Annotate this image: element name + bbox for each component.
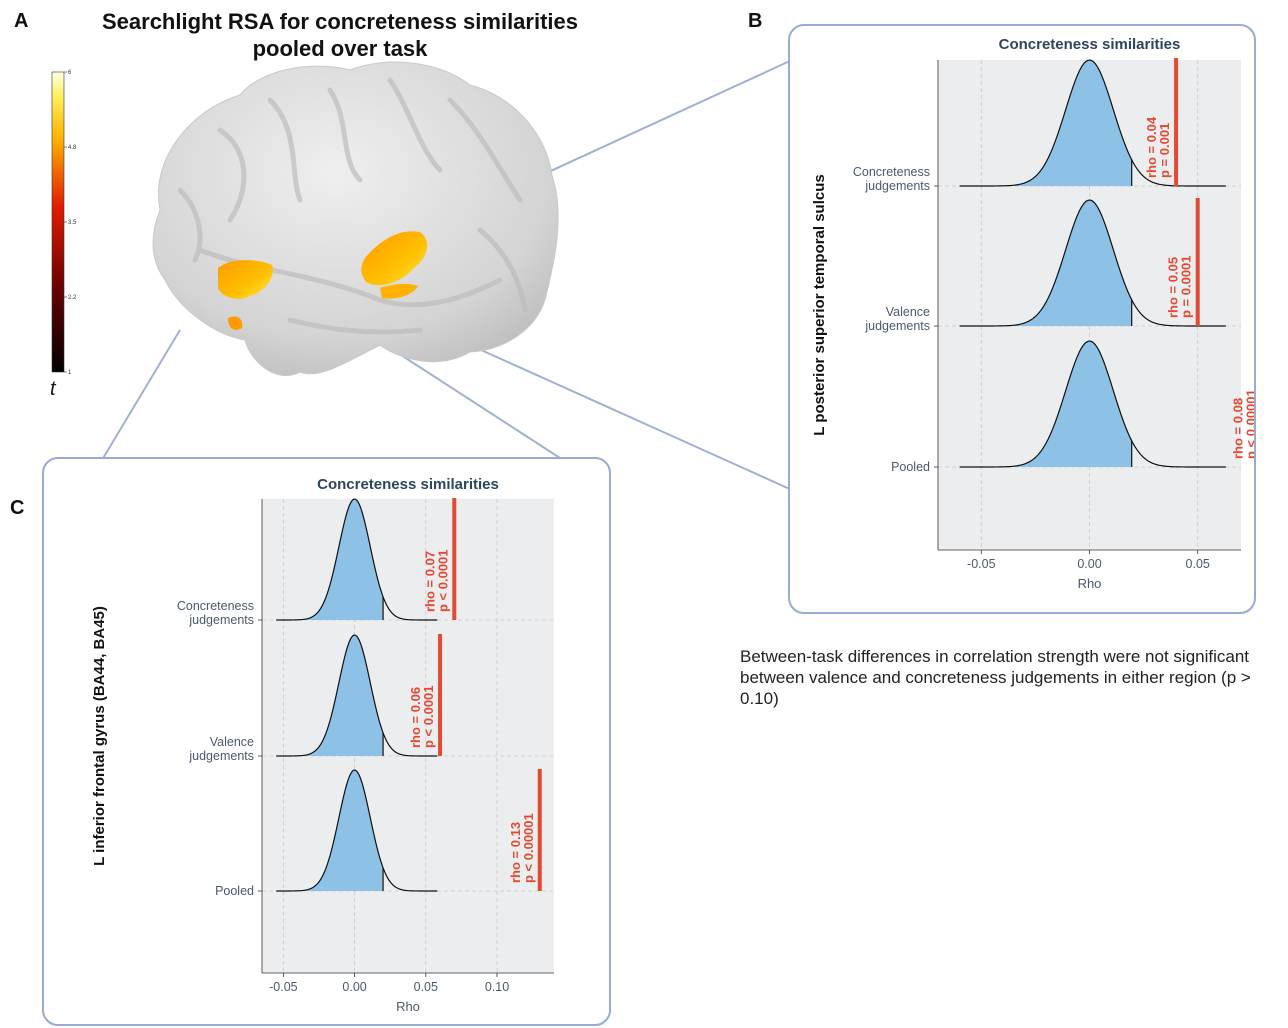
x-tick-label: -0.05 [967, 557, 996, 571]
rho-annotation-line: p < 0.0001 [421, 685, 436, 748]
y-category-label: Concreteness [853, 165, 930, 179]
colorbar-tick-label: 2.2 [68, 295, 77, 301]
y-axis-label: L posterior superior temporal sulcus [811, 174, 828, 435]
rho-annotation: rho = 0.06p < 0.0001 [408, 685, 436, 748]
rho-annotation: rho = 0.13p < 0.00001 [508, 813, 536, 883]
y-category-label: judgements [188, 749, 254, 763]
rho-annotation: rho = 0.05p = 0.0001 [1166, 255, 1194, 318]
x-tick-label: -0.05 [269, 980, 298, 994]
rho-annotation-line: rho = 0.13 [508, 822, 523, 883]
null-density-fill [276, 499, 384, 620]
colorbar-tick-label: 1 [68, 370, 72, 376]
rho-annotation-line: p < 0.00001 [1244, 389, 1254, 459]
null-density-curve [276, 498, 438, 621]
colorbar-label: t [50, 378, 56, 400]
null-density-curve [959, 199, 1226, 327]
colorbar-tick-label: 3.5 [68, 220, 77, 226]
panel-a-letter: A [14, 10, 29, 32]
chart-title: Concreteness similarities [317, 476, 499, 493]
null-density-curve [959, 340, 1226, 468]
rho-annotation-line: rho = 0.04 [1144, 116, 1159, 178]
panel-a-title: Searchlight RSA for concreteness similar… [60, 8, 620, 62]
x-axis-label: Rho [1078, 576, 1102, 591]
y-axis-label: L inferior frontal gyrus (BA44, BA45) [91, 606, 108, 866]
x-axis-label: Rho [396, 999, 420, 1014]
colorbar: 6 4.8 3.5 2.2 1 [51, 70, 77, 376]
y-category-label: Pooled [215, 884, 254, 898]
y-category-label: judgements [864, 319, 930, 333]
null-density-curve [276, 769, 438, 892]
x-tick-label: 0.00 [342, 980, 366, 994]
y-category-label: Pooled [891, 460, 930, 474]
between-task-note: Between-task differences in correlation … [740, 647, 1251, 708]
colorbar-tick-label: 4.8 [68, 145, 77, 151]
x-tick-label: 0.05 [1186, 557, 1210, 571]
panel-c-letter: C [10, 497, 25, 519]
y-category-label: judgements [864, 179, 930, 193]
rho-annotation-line: rho = 0.06 [408, 687, 423, 748]
colorbar-tick-label: 6 [68, 70, 72, 76]
plot-background [262, 499, 554, 973]
x-tick-label: 0.10 [485, 980, 509, 994]
rho-annotation-line: rho = 0.08 [1231, 398, 1246, 459]
rho-annotation-line: p < 0.00001 [521, 813, 536, 883]
rho-annotation-line: p = 0.0001 [1179, 255, 1194, 318]
panel-a-title-line1: Searchlight RSA for concreteness similar… [101, 9, 579, 34]
panel-a-title-line2: pooled over task [252, 36, 428, 61]
y-category-label: Concreteness [177, 599, 254, 613]
x-tick-label: 0.00 [1077, 557, 1101, 571]
chart-title: Concreteness similarities [999, 36, 1181, 53]
rho-annotation: rho = 0.04p = 0.001 [1144, 116, 1172, 178]
rho-annotation-line: rho = 0.07 [422, 551, 437, 612]
connector-line [449, 335, 793, 491]
colorbar-gradient [51, 71, 65, 373]
brain-surface [152, 61, 559, 377]
null-density-curve [276, 634, 438, 757]
y-category-label: judgements [188, 613, 254, 627]
rho-annotation: rho = 0.07p < 0.0001 [422, 549, 450, 612]
null-density-fill [276, 770, 384, 891]
y-category-label: Valence [210, 735, 254, 749]
rho-annotation: rho = 0.08p < 0.00001 [1231, 389, 1254, 459]
null-density-fill [276, 635, 384, 756]
null-density-fill [959, 60, 1132, 187]
null-density-fill [959, 341, 1132, 467]
y-category-label: Valence [886, 305, 930, 319]
rho-annotation-line: p = 0.001 [1157, 123, 1172, 178]
null-density-curve [959, 59, 1226, 187]
null-density-fill [959, 200, 1132, 326]
activation-blobs [218, 231, 428, 330]
connector-line [101, 329, 181, 461]
rho-annotation-line: p < 0.0001 [435, 549, 450, 612]
rho-annotation-line: rho = 0.05 [1166, 257, 1181, 318]
x-tick-label: 0.05 [414, 980, 438, 994]
panel-b-letter: B [748, 10, 763, 32]
